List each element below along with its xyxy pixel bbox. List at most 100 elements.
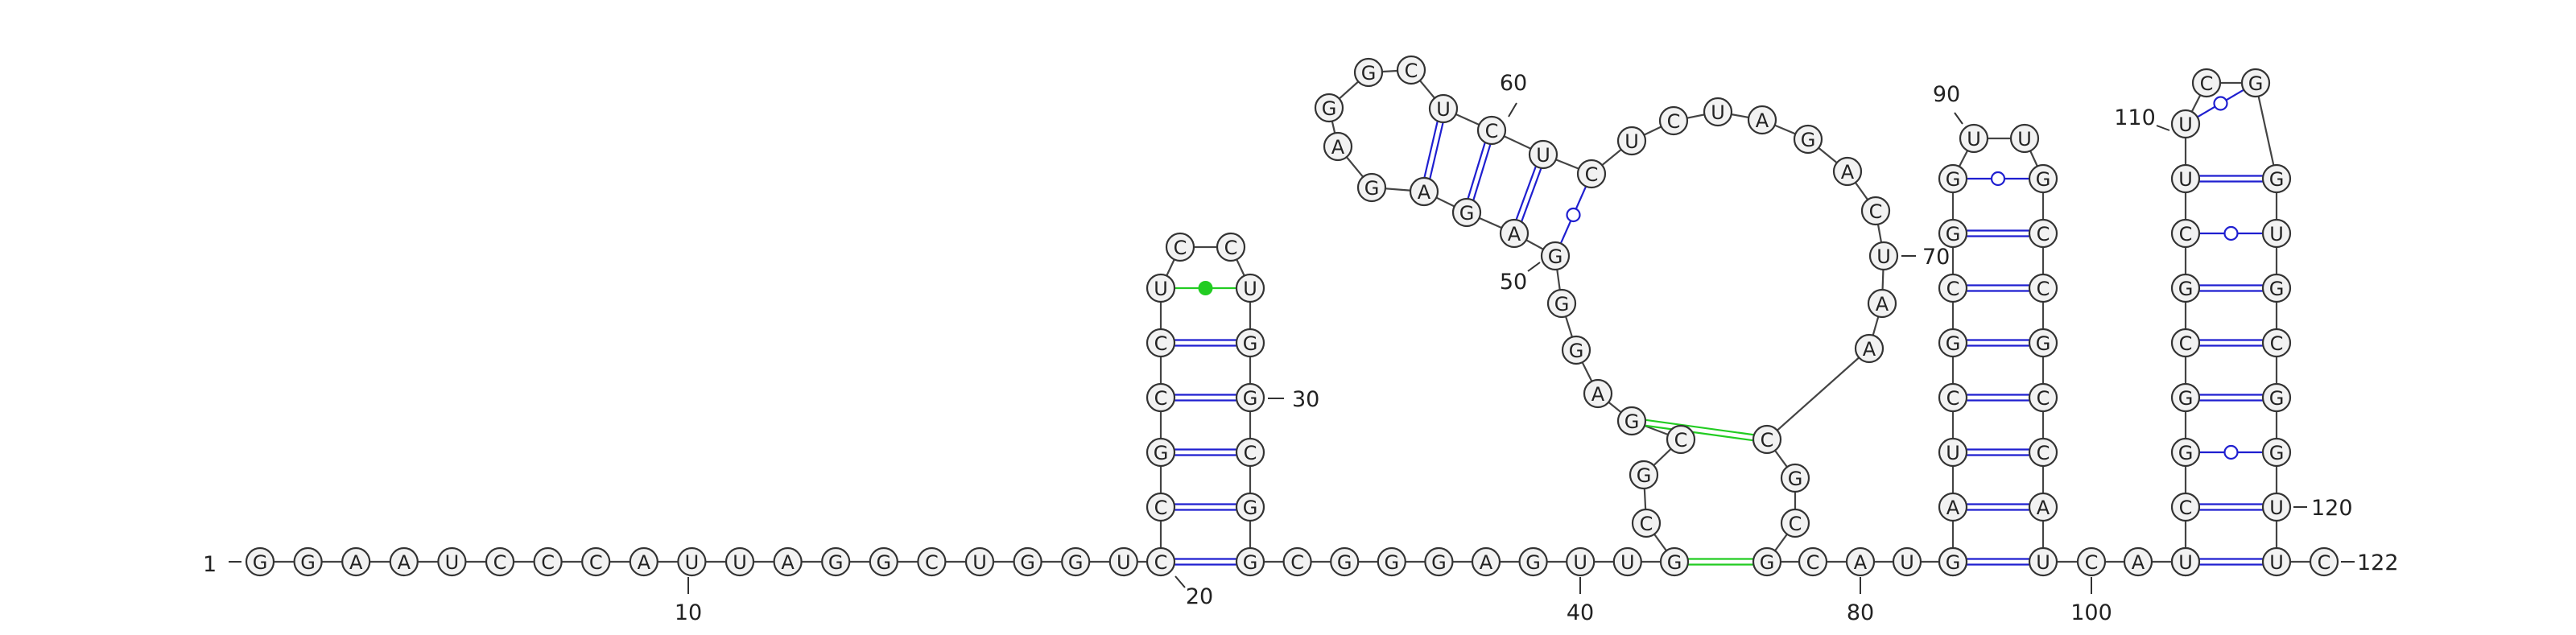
base-pair-25-28 [1174,281,1236,295]
nucleotide-85: G [1938,328,1968,358]
nucleotide-letter: G [300,551,316,574]
nucleotide-93: C [2028,218,2058,249]
nucleotide-59: U [1428,93,1459,124]
nucleotide-15: C [917,546,947,577]
nucleotide-107: C [2170,328,2201,358]
base-pair-110-114 [2199,175,2263,183]
nucleotide-2: G [293,546,323,577]
nucleotide-47: A [1583,378,1613,409]
base-pair-107-117 [2199,339,2263,347]
nucleotide-letter: C [589,551,603,574]
nucleotide-121: U [2261,546,2292,577]
position-label-90: 90 [1933,82,1960,107]
nucleotide-49: G [1546,288,1577,319]
nucleotide-58: C [1396,55,1426,85]
nucleotide-104: C [2170,492,2201,522]
nucleotide-38: A [1471,546,1501,577]
nucleotide-letter: C [2179,223,2193,245]
nucleotide-letter: C [1869,200,1883,223]
nucleotide-3: A [341,546,371,577]
base-pair-22-31 [1174,448,1236,456]
position-label-122: 122 [2357,550,2399,575]
nucleotide-letter: G [1946,168,1961,191]
base-pair-104-120 [2199,503,2263,511]
nucleotide-45: C [1666,424,1696,455]
nucleotide-letter: C [1806,551,1820,574]
nucleotide-letter: U [685,551,700,574]
nucleotide-letter: G [1068,551,1084,574]
nucleotide-19: U [1108,546,1138,577]
nucleotide-letter: G [1431,551,1447,574]
nucleotide-27: C [1216,232,1246,262]
base-pair-46-73 [1645,419,1754,442]
nucleotide-53: A [1409,176,1439,207]
nucleotide-letter: U [1620,551,1635,574]
nucleotide-letter: A [1756,109,1769,132]
base-pair-108-116 [2199,284,2263,292]
position-label-80: 80 [1847,600,1874,625]
nucleotide-77: C [1798,546,1828,577]
nucleotide-letter: G [1637,464,1652,487]
nucleotide-letter: A [781,551,795,574]
nucleotide-11: U [724,546,755,577]
nucleotide-letter: C [1154,551,1168,574]
nucleotide-67: G [1793,124,1823,155]
nucleotide-106: G [2170,382,2201,413]
nucleotide-33: G [1235,546,1265,577]
nucleotide-57: G [1353,57,1384,88]
nucleotide-16: U [964,546,995,577]
position-label-30: 30 [1292,387,1319,412]
base-pair-103-121 [2199,558,2263,566]
nucleotide-44: G [1629,460,1659,490]
position-tick [1954,112,1963,125]
nucleotide-71: A [1867,288,1897,319]
nucleotide-35: G [1330,546,1360,577]
nucleotide-letter: G [2178,387,2194,410]
nucleotide-letter: C [2037,278,2050,300]
nucleotide-letter: G [1760,551,1775,574]
nucleotide-letter: U [2178,168,2193,191]
position-label-50: 50 [1500,270,1527,295]
nucleotide-97: C [2028,437,2058,468]
base-pair-42-76 [1688,558,1753,566]
base-pair-21-32 [1174,503,1236,511]
position-label-120: 120 [2311,496,2353,521]
nucleotide-letter: G [1946,223,1961,245]
nucleotide-letter: C [2037,223,2050,245]
nucleotide-56: G [1314,93,1344,123]
nucleotide-letter: C [1224,237,1238,259]
nucleotide-66: A [1747,105,1777,135]
base-pair-85-95 [1967,339,2029,347]
nucleotide-42: G [1659,546,1690,577]
nucleotide-110: U [2170,163,2201,194]
nucleotide-letter: A [349,551,363,574]
nucleotide-letter: G [2178,442,2194,464]
base-pair-84-96 [1967,394,2029,402]
nucleotide-letter: U [2178,551,2193,574]
position-label-40: 40 [1567,600,1594,625]
position-label-10: 10 [675,600,702,625]
nucleotide-50: G [1540,241,1571,271]
nucleotide-letter: U [1624,130,1639,153]
nucleotide-letter: A [2132,551,2145,574]
position-label-110: 110 [2114,105,2156,130]
nucleotide-122: C [2309,546,2339,577]
nucleotide-76: G [1752,546,1782,577]
nucleotide-30: G [1235,382,1265,413]
nucleotide-14: G [869,546,898,577]
nucleotide-86: C [1938,273,1968,303]
nucleotide-1: G [245,546,275,577]
nucleotide-letter: A [1591,383,1605,406]
nucleotide-letter: A [1854,551,1868,574]
base-pairs [1174,89,2263,566]
nucleotide-letter: C [925,551,939,574]
nucleotide-41: U [1612,546,1642,577]
nucleotide-letter: U [1573,551,1587,574]
nucleotide-letter: U [1154,278,1168,300]
base-pair-82-98 [1967,503,2029,511]
nucleotide-letter: C [1640,513,1653,535]
nucleotide-letter: G [1459,202,1475,225]
nucleotide-120: U [2261,492,2292,522]
nucleotide-61: U [1528,139,1558,170]
